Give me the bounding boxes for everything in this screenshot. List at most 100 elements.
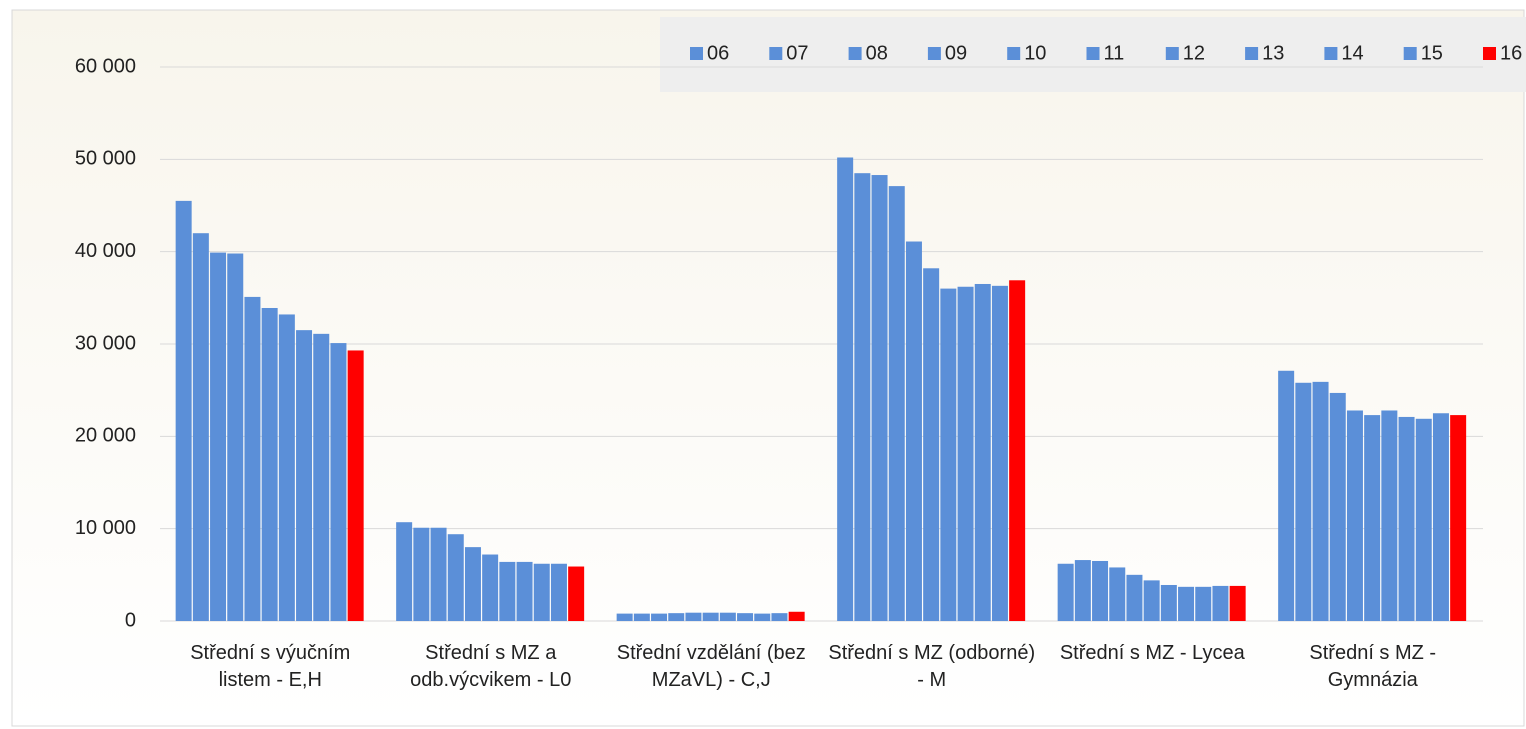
bar <box>1178 586 1195 621</box>
bar <box>413 527 430 621</box>
bar <box>1143 580 1160 621</box>
bar <box>1009 280 1026 621</box>
bar <box>616 613 633 621</box>
bar <box>837 157 854 621</box>
y-tick-label: 20 000 <box>75 425 136 447</box>
bar <box>330 343 347 621</box>
bar <box>347 350 364 621</box>
x-tick-label: Střední vzdělání (bez MZaVL) - C,J <box>616 642 806 691</box>
bar <box>737 613 754 621</box>
legend-label: 16 <box>1500 42 1522 64</box>
bar <box>192 233 209 621</box>
bar <box>499 561 516 621</box>
legend-swatch <box>1324 47 1338 60</box>
legend-swatch <box>1007 47 1021 60</box>
legend-label: 12 <box>1183 42 1205 64</box>
bar <box>1381 410 1398 621</box>
bar <box>396 522 413 621</box>
bar <box>1346 410 1363 621</box>
bar <box>278 314 295 621</box>
legend-swatch <box>927 47 941 60</box>
y-tick-label: 0 <box>125 609 136 631</box>
bar <box>1450 415 1467 621</box>
bar <box>1057 563 1074 621</box>
bar <box>482 554 499 621</box>
bar <box>871 175 888 621</box>
legend-label: 11 <box>1104 42 1125 64</box>
legend-label: 10 <box>1024 42 1046 64</box>
bar <box>296 330 313 621</box>
legend-label: 07 <box>786 42 808 64</box>
bar <box>991 285 1008 621</box>
bar <box>788 611 805 621</box>
y-tick-label: 30 000 <box>75 332 136 354</box>
legend-label: 09 <box>945 42 967 64</box>
bar <box>1295 382 1312 621</box>
bar <box>1109 567 1126 621</box>
legend-label: 08 <box>866 42 888 64</box>
legend-label: 06 <box>707 42 729 64</box>
bar <box>754 613 771 621</box>
legend-label: 13 <box>1262 42 1284 64</box>
bar <box>1312 381 1329 621</box>
bar <box>905 241 922 621</box>
bar <box>1074 560 1091 621</box>
bar <box>685 612 702 621</box>
bar <box>940 288 957 621</box>
bar <box>227 253 244 621</box>
bar <box>1229 585 1246 621</box>
bar <box>1278 370 1295 621</box>
legend-swatch <box>1483 47 1496 60</box>
bar <box>1126 574 1143 621</box>
x-tick-label: Střední s MZ - Lycea <box>1059 642 1245 664</box>
bar <box>430 527 447 621</box>
bar <box>261 307 278 621</box>
legend-swatch <box>848 47 862 60</box>
bar <box>957 286 974 621</box>
bar <box>313 333 330 621</box>
legend-swatch <box>1403 47 1417 60</box>
legend-swatch <box>769 47 783 60</box>
bar <box>1092 560 1109 621</box>
legend-swatch <box>1165 47 1179 60</box>
bar <box>175 200 192 621</box>
x-tick-label: Střední s MZ (odborné) - M <box>828 642 1036 691</box>
bar <box>210 252 227 621</box>
bar <box>1398 416 1415 621</box>
bar <box>550 563 567 621</box>
y-tick-label: 50 000 <box>75 148 136 170</box>
bar <box>719 612 736 621</box>
y-tick-label: 10 000 <box>75 517 136 539</box>
legend-label: 15 <box>1421 42 1443 64</box>
legend-swatch <box>1245 47 1259 60</box>
bar <box>1329 392 1346 621</box>
bar <box>533 563 550 621</box>
bar <box>633 613 650 621</box>
y-tick-label: 60 000 <box>75 55 136 77</box>
bar <box>771 613 788 621</box>
legend-label: 14 <box>1341 42 1363 64</box>
bar <box>854 173 871 621</box>
y-tick-label: 40 000 <box>75 240 136 262</box>
bar <box>244 296 261 621</box>
bar <box>516 561 533 621</box>
x-tick-label: Střední s MZ a odb.výcvikem - L0 <box>410 642 572 691</box>
bar <box>1432 413 1449 621</box>
bar <box>974 283 991 621</box>
bar <box>1212 585 1229 621</box>
legend-swatch <box>1086 47 1100 60</box>
bar <box>1160 584 1177 621</box>
bar <box>1415 418 1432 621</box>
x-tick-label: Střední s MZ - Gymnázia <box>1309 642 1437 691</box>
bar <box>888 186 905 622</box>
bar <box>923 268 940 621</box>
x-tick-label: Střední s výučním listem - E,H <box>190 642 351 691</box>
bar <box>668 613 685 621</box>
bar <box>447 534 464 621</box>
bar <box>702 612 719 621</box>
bar <box>1195 586 1212 621</box>
bar <box>464 547 481 621</box>
legend-swatch <box>690 47 703 60</box>
